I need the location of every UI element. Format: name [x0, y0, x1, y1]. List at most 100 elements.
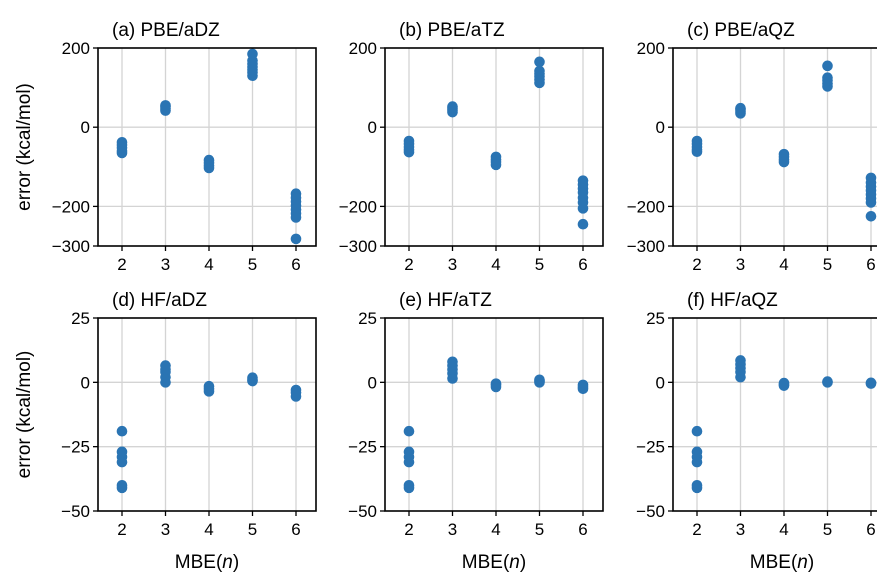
y-tick-label: 25 [71, 309, 90, 328]
x-tick-label: 4 [779, 255, 788, 274]
data-point [691, 425, 703, 437]
data-point [822, 72, 833, 83]
y-tick-label: −200 [627, 197, 665, 216]
y-tick-label: 200 [637, 39, 665, 58]
data-point [290, 391, 302, 402]
data-point [490, 159, 502, 171]
data-point [290, 212, 302, 223]
data-point [691, 146, 703, 158]
x-tick-label: 5 [823, 255, 832, 274]
data-point [116, 482, 128, 494]
y-tick-label: −300 [52, 237, 90, 256]
y-axis-label: error (kcal/mol) [14, 351, 35, 479]
x-tick-label: 3 [161, 520, 170, 539]
x-tick-label: 6 [578, 255, 587, 274]
y-tick-label: 0 [368, 373, 377, 392]
subplot-6: 2 3 4 5 6 −50 −25 0 25 (f) HF/aQZ MBE(n) [636, 290, 877, 573]
plot-frame [97, 317, 317, 512]
data-point [116, 147, 128, 159]
y-tick-label: 200 [349, 39, 377, 58]
x-tick-label: 3 [448, 520, 457, 539]
data-point [534, 56, 545, 68]
panel-title: (d) HF/aDZ [112, 290, 207, 311]
y-tick-label: −50 [348, 502, 377, 521]
x-tick-label: 5 [535, 520, 544, 539]
x-tick-label: 5 [823, 520, 832, 539]
data-point [822, 60, 833, 72]
y-tick-label: −25 [348, 438, 377, 457]
x-tick-label: 6 [291, 520, 300, 539]
y-tick-label: −25 [636, 438, 665, 457]
x-tick-label: 2 [692, 520, 701, 539]
data-point [447, 101, 458, 112]
y-tick-label: 25 [358, 309, 377, 328]
data-point [778, 380, 790, 391]
x-tick-label: 2 [117, 255, 126, 274]
x-tick-label: 6 [866, 255, 875, 274]
panel-title: (e) HF/aTZ [399, 290, 492, 311]
data-point [160, 100, 171, 111]
data-point [403, 456, 415, 468]
x-tick-label: 6 [291, 255, 300, 274]
data-point [116, 456, 128, 468]
subplot-1: 2 3 4 5 6 −300 −200 0 200 (a) PBE/aDZ error (kcal/… [14, 20, 317, 274]
data-point [534, 374, 545, 386]
data-point [865, 378, 877, 389]
x-tick-label: 3 [736, 520, 745, 539]
y-tick-label: −50 [636, 502, 665, 521]
subplot-4: 2 3 4 5 6 −50 −25 0 25 (d) HF/aDZ error (kcal/mol)… [14, 290, 317, 573]
y-tick-label: −300 [627, 237, 665, 256]
subplot-5: 2 3 4 5 6 −50 −25 0 25 (e) HF/aTZ MBE(n) [348, 290, 604, 573]
x-tick-label: 2 [117, 520, 126, 539]
y-axis-label: error (kcal/mol) [14, 83, 35, 211]
panel-title: (c) PBE/aQZ [687, 20, 795, 41]
x-tick-label: 4 [779, 520, 788, 539]
x-tick-label: 3 [161, 255, 170, 274]
x-tick-label: 5 [248, 255, 257, 274]
data-point [534, 65, 545, 77]
data-point [290, 233, 302, 245]
x-axis-label: MBE(n) [462, 552, 526, 573]
plot-frame [672, 317, 877, 512]
data-point [735, 355, 746, 366]
data-point [577, 383, 589, 395]
panel-title: (a) PBE/aDZ [112, 20, 220, 41]
x-tick-label: 2 [692, 255, 701, 274]
plot-frame [672, 47, 877, 247]
y-tick-label: 0 [81, 118, 90, 137]
plot-frame [384, 317, 604, 512]
x-tick-label: 4 [204, 255, 213, 274]
data-point [403, 146, 415, 158]
x-tick-label: 4 [204, 520, 213, 539]
data-point [160, 360, 171, 371]
y-tick-label: 0 [81, 373, 90, 392]
panel-title: (f) HF/aQZ [687, 290, 778, 311]
y-tick-label: −25 [61, 438, 90, 457]
data-point [116, 425, 128, 437]
x-tick-label: 3 [448, 255, 457, 274]
subplot-3: 2 3 4 5 6 −300 −200 0 200 (c) PBE/aQZ [627, 20, 877, 274]
x-tick-label: 5 [535, 255, 544, 274]
x-tick-label: 2 [404, 520, 413, 539]
x-tick-label: 2 [404, 255, 413, 274]
data-point [203, 386, 215, 397]
y-tick-label: −200 [52, 197, 90, 216]
plot-frame [384, 47, 604, 247]
data-point [577, 218, 589, 230]
data-point [822, 376, 833, 387]
y-tick-label: −200 [339, 197, 377, 216]
x-tick-label: 4 [491, 520, 500, 539]
data-point [490, 381, 502, 393]
y-tick-label: 25 [646, 309, 665, 328]
subplot-2: 2 3 4 5 6 −300 −200 0 200 (b) PBE/aTZ [339, 20, 604, 274]
data-point [403, 425, 415, 437]
x-tick-label: 4 [491, 255, 500, 274]
y-tick-label: 0 [656, 373, 665, 392]
y-tick-label: −50 [61, 502, 90, 521]
x-tick-label: 6 [866, 520, 875, 539]
data-point [865, 197, 877, 208]
x-tick-label: 3 [736, 255, 745, 274]
data-point [735, 102, 746, 114]
y-tick-label: −300 [339, 237, 377, 256]
